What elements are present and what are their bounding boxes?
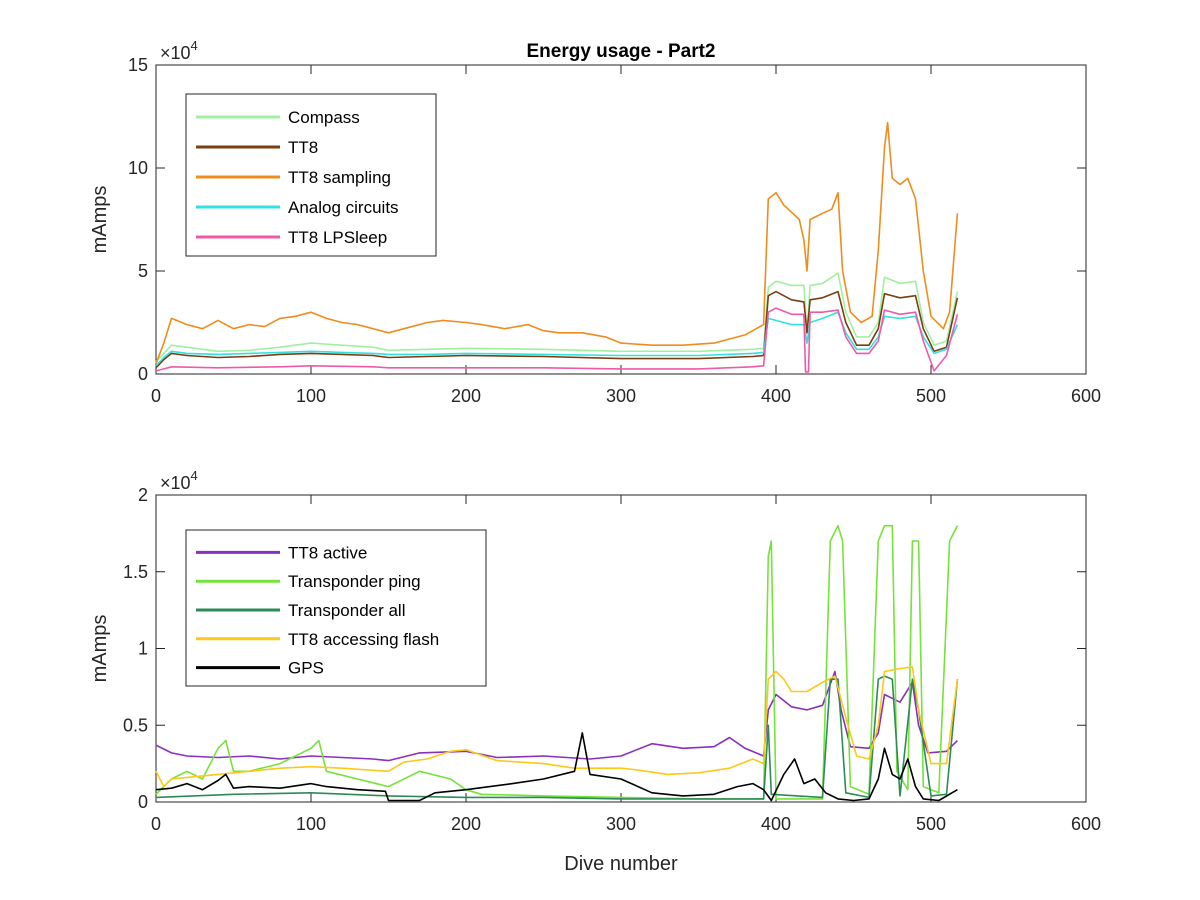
energy-part2-bottom-chart: 0 100 200 300 400 500 60000.511.52×104mAmpsDiv… (89, 468, 1101, 875)
panel2-series-line-5 (155, 732, 958, 802)
panel1-y-tick-label: 15 (128, 55, 148, 75)
energy-part2-top-chart: 0 100 200 300 400 500 600051015×104mAmpsEnergy… (89, 38, 1101, 406)
panel1-legend-label-4: Analog circuits (288, 198, 399, 217)
panel2-legend-label-1: TT8 active (288, 543, 367, 562)
panel2-x-tick-label: 200 (451, 814, 481, 834)
panel1-legend-box (185, 93, 437, 257)
panel1-x-tick-label: 600 (1071, 386, 1101, 406)
panel2-legend-label-2: Transponder ping (288, 572, 421, 591)
panel2-x-tick-label: 500 (916, 814, 946, 834)
panel1-legend-label-3: TT8 sampling (288, 168, 391, 187)
panel2-x-tick-label: 600 (1071, 814, 1101, 834)
panel2-legend-label-5: GPS (288, 659, 324, 678)
panel1-y-tick-label: 0 (138, 364, 148, 384)
panel2-y-tick-label: 1.5 (123, 562, 148, 582)
panel1-series-line-5 (155, 307, 959, 373)
panel1-chart-title: Energy usage - Part2 (526, 41, 715, 62)
panel1-x-tick-label: 400 (761, 386, 791, 406)
panel1-series-line-3 (155, 121, 959, 364)
panel1-series-line-2 (155, 290, 959, 369)
panel1-y-axis-label: mAmps (89, 186, 111, 254)
panel1-y-tick-label: 5 (138, 261, 148, 281)
panel2-y-axis-label: mAmps (89, 615, 111, 683)
panel2-legend-box (185, 529, 487, 687)
panel1-legend-label-5: TT8 LPSleep (288, 228, 387, 247)
panel1-legend-label-2: TT8 (288, 138, 318, 157)
panel1-legend-label-1: Compass (288, 108, 360, 127)
panel2-y-tick-label: 0.5 (123, 715, 148, 735)
panel2-series-line-1 (155, 670, 958, 762)
panel1-x-tick-label: 500 (916, 386, 946, 406)
panel1-x-tick-label: 300 (606, 386, 636, 406)
panel2-x-tick-label: 0 (151, 814, 161, 834)
panel2-x-tick-label: 100 (296, 814, 326, 834)
panel2-y-tick-label: 0 (138, 792, 148, 812)
panel1-x-tick-label: 100 (296, 386, 326, 406)
panel2-x-tick-label: 400 (761, 814, 791, 834)
panel1-y-tick-label: 10 (128, 158, 148, 178)
panel2-y-tick-label: 2 (138, 485, 148, 505)
panel2-x-tick-label: 300 (606, 814, 636, 834)
panel2-legend-label-3: Transponder all (288, 601, 406, 620)
panel2-y-tick-label: 1 (138, 639, 148, 659)
panel2-legend-label-4: TT8 accessing flash (288, 630, 439, 649)
panel1-x-tick-label: 200 (451, 386, 481, 406)
panel1-x-tick-label: 0 (151, 386, 161, 406)
panel2-series-line-4 (155, 666, 959, 788)
panel1-series-line-1 (155, 272, 959, 363)
panel2-x-axis-label: Dive number (564, 853, 678, 875)
